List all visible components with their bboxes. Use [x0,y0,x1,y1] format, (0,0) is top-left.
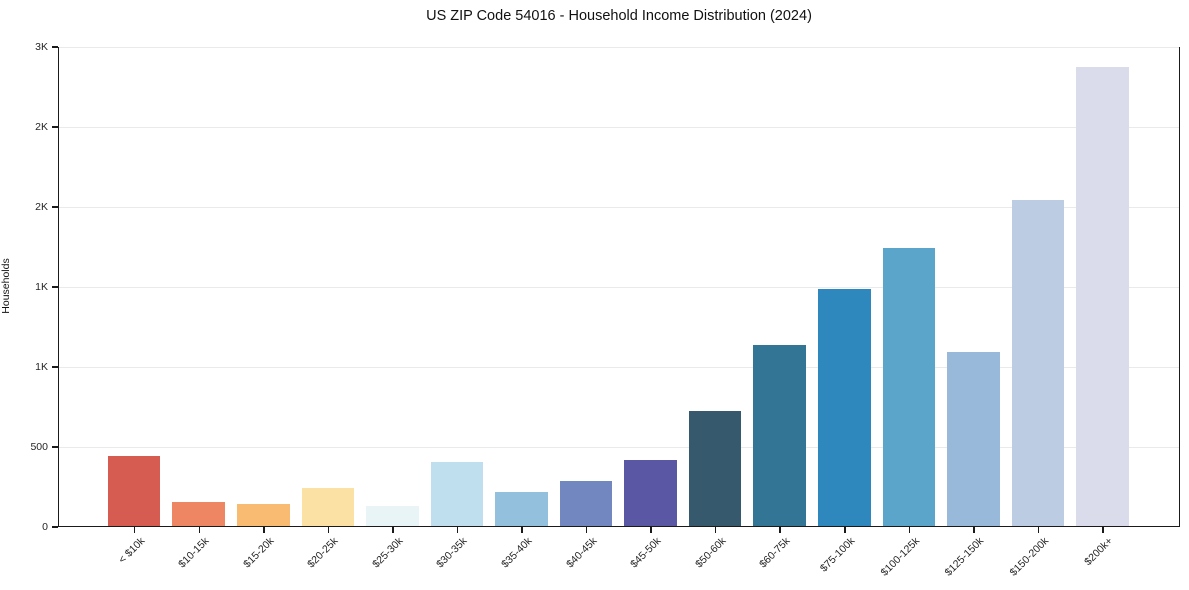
y-tick-label: 500 [30,441,48,453]
x-tick-label: $30-35k [434,535,470,571]
bar--20-25k [301,488,355,526]
gridline [59,207,1179,208]
x-tick-label: $45-50k [628,535,664,571]
gridline [59,287,1179,288]
y-tick-mark [52,46,58,48]
x-tick-mark [844,527,846,533]
x-tick-label: $35-40k [499,535,535,571]
y-tick-mark [52,526,58,528]
x-tick-mark [973,527,975,533]
x-tick-mark [392,527,394,533]
x-tick-mark [198,527,200,533]
bar--10-15k [172,502,226,526]
gridline [59,127,1179,128]
x-tick-label: $200k+ [1082,535,1116,569]
x-tick-label: $150-200k [1007,535,1051,579]
bar--125-150k [947,352,1000,526]
x-tick-label: $40-45k [563,535,600,571]
bar--30-35k [430,462,484,526]
y-tick-label: 3K [35,41,48,53]
y-tick-label: 2K [35,201,48,213]
y-tick-label: 1K [35,361,48,373]
gridline [59,447,1179,448]
bar--50-60k [688,411,742,526]
x-tick-mark [779,527,781,533]
x-tick-label: $75-100k [817,535,858,575]
x-tick-label: $100-125k [878,535,922,579]
bar--35-40k [495,492,548,526]
bar--75-100k [817,289,871,526]
x-tick-mark [456,527,459,533]
y-tick-mark [52,366,58,368]
x-tick-mark [714,527,717,533]
x-tick-mark [585,527,588,533]
bar--100-125k [882,248,936,526]
x-tick-label: $10-15k [176,535,212,571]
x-tick-mark [1037,527,1040,533]
x-tick-mark [327,527,330,533]
y-tick-label: 1K [35,281,48,293]
x-tick-label: $20-25k [305,535,341,571]
x-tick-mark [1102,527,1104,533]
x-tick-label: $125-150k [942,535,987,579]
x-tick-mark [521,527,523,533]
bar--45-50k [624,460,677,526]
bar--60-75k [753,345,806,526]
bar--25-30k [366,506,419,526]
x-tick-label: $50-60k [692,535,729,571]
y-tick-mark [52,446,58,448]
x-tick-label: $60-75k [757,535,793,571]
bar--40-45k [559,481,613,526]
y-tick-label: 0 [42,521,48,533]
plot-area [58,47,1180,527]
y-tick-mark [52,126,58,128]
gridline [59,367,1179,368]
x-tick-mark [650,527,652,533]
x-tick-label: $25-30k [370,535,406,571]
x-tick-label: < $10k [116,535,148,566]
bar--15-20k [237,504,290,526]
y-tick-mark [52,286,58,288]
chart-title: US ZIP Code 54016 - Household Income Dis… [426,8,812,24]
x-tick-mark [908,527,911,533]
gridline [59,47,1179,48]
x-tick-label: $15-20k [240,535,277,571]
x-tick-mark [133,527,136,533]
bar--10k [107,456,161,526]
x-tick-mark [263,527,265,533]
bar--150-200k [1011,200,1065,526]
bar--200k+ [1076,67,1129,526]
y-tick-label: 2K [35,121,48,133]
y-tick-mark [52,206,58,208]
